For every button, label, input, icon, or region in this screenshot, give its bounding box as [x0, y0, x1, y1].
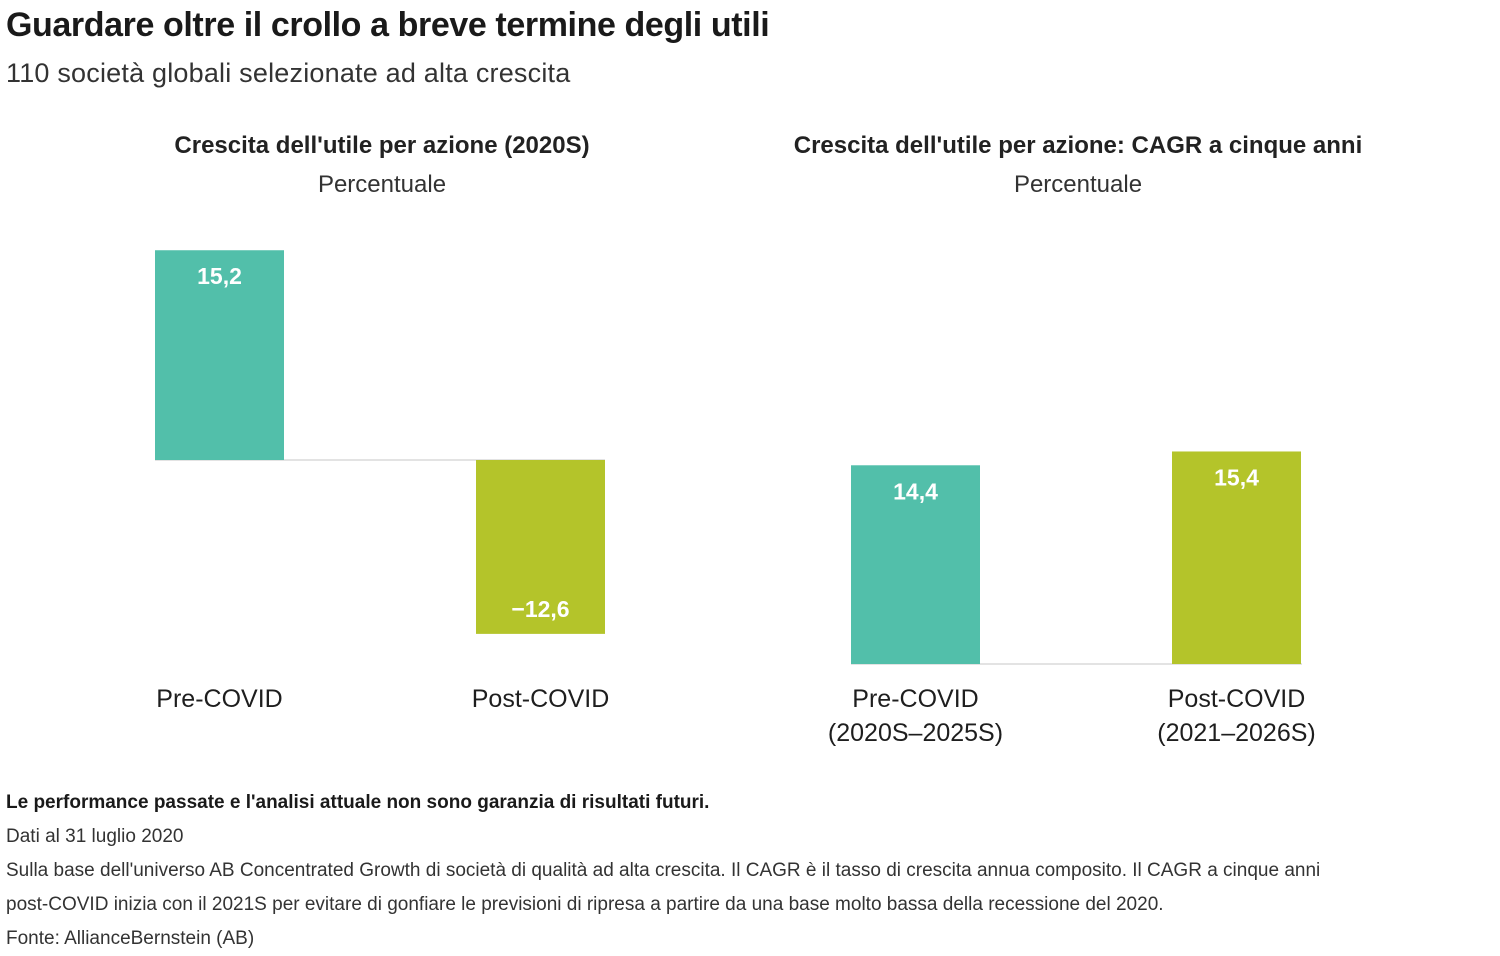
chart-title: Guardare oltre il crollo a breve termine… — [6, 6, 770, 44]
panel-2-subtitle: Percentuale — [1013, 171, 1143, 198]
footer-date: Dati al 31 luglio 2020 — [6, 826, 184, 847]
chart-2-value-label-2: 15,4 — [1214, 464, 1259, 490]
chart-2-value-label-1: 14,4 — [893, 478, 938, 504]
chart-1-category-label-1: Pre-COVID — [156, 685, 282, 713]
footer-note-line-2: post-COVID inizia con il 2021S per evita… — [6, 894, 1164, 915]
footer-note-line-1: Sulla base dell'universo AB Concentrated… — [6, 860, 1321, 881]
chart-1-value-label-1: 15,2 — [197, 263, 242, 289]
chart-1-category-label-2: Post-COVID — [472, 685, 610, 713]
chart-footer: Le performance passate e l'analisi attua… — [6, 786, 1486, 956]
chart-2-category-label-1: Pre-COVID — [852, 685, 978, 713]
chart-1-bar-1 — [155, 250, 284, 460]
panel-1-subtitle: Percentuale — [317, 171, 447, 198]
chart-2-category-label-1-line-2: (2020S–2025S) — [828, 719, 1003, 747]
chart-2-bar-1 — [851, 465, 980, 664]
chart-subtitle: 110 società globali selezionate ad alta … — [6, 58, 571, 88]
bar-charts: 15,2 Pre-COVID −12,6 Post-COVID 14,4 Pre-COVI… — [155, 250, 1316, 747]
panel-1-title: Crescita dell'utile per azione (2020S) — [174, 132, 590, 159]
chart-1-bar-2 — [476, 460, 605, 634]
footer-disclaimer: Le performance passate e l'analisi attua… — [6, 792, 710, 813]
chart-1-value-label-2: −12,6 — [511, 596, 569, 622]
chart-2-bar-2 — [1172, 451, 1301, 664]
footer-source: Fonte: AllianceBernstein (AB) — [6, 928, 255, 949]
chart-2-category-label-2-line-2: (2021–2026S) — [1157, 719, 1315, 747]
panel-2-title: Crescita dell'utile per azione: CAGR a c… — [793, 132, 1363, 159]
chart-2-category-label-2: Post-COVID — [1168, 685, 1306, 713]
